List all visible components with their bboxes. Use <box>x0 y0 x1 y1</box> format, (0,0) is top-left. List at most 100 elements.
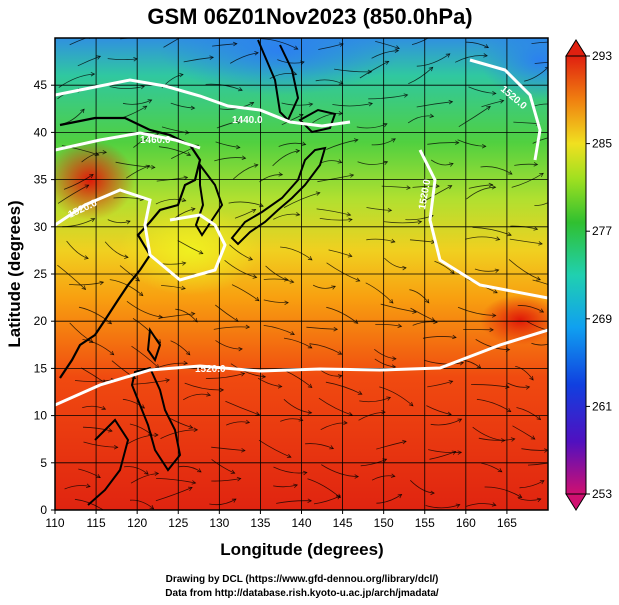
streamline <box>229 244 253 261</box>
cold-region-east <box>480 38 548 100</box>
streamline <box>258 439 292 458</box>
streamline-arrowhead <box>506 407 512 413</box>
streamline-arrowhead <box>254 296 260 302</box>
streamline-arrowhead <box>135 277 141 282</box>
streamline <box>160 429 198 439</box>
streamline <box>430 418 462 426</box>
streamline <box>78 468 101 478</box>
streamline <box>481 462 503 473</box>
streamline <box>366 207 392 211</box>
streamline-arrowhead <box>397 494 403 499</box>
y-tick-label: 30 <box>34 220 48 234</box>
streamline <box>82 405 106 410</box>
streamline-arrowhead <box>249 102 255 107</box>
streamline-arrowhead <box>536 415 542 421</box>
streamline-arrowhead <box>298 417 304 422</box>
colorbar: 293 285 277 269 261 253 <box>565 39 612 511</box>
streamline <box>366 238 395 243</box>
streamline <box>428 449 462 454</box>
contour-1440 <box>55 78 351 128</box>
streamline <box>476 398 511 412</box>
streamline-arrowhead <box>408 401 414 407</box>
x-tick-label: 140 <box>291 516 311 530</box>
streamline <box>360 458 387 467</box>
streamline-arrowhead <box>185 350 191 356</box>
streamline <box>518 497 541 501</box>
streamline-arrowhead <box>241 448 246 453</box>
streamline-arrowhead <box>397 323 403 328</box>
streamline-arrowhead <box>181 197 187 203</box>
streamline-arrowhead <box>96 55 102 60</box>
streamline <box>359 61 389 79</box>
streamline-arrowhead <box>447 185 453 190</box>
streamline-arrowhead <box>507 231 512 237</box>
streamline <box>305 443 334 449</box>
streamline <box>265 265 294 283</box>
streamline-arrowhead <box>90 218 96 223</box>
streamline <box>119 265 140 282</box>
streamline-arrowhead <box>492 91 497 96</box>
streamline <box>113 197 144 200</box>
coastline-korea <box>194 162 224 237</box>
streamline <box>409 239 435 243</box>
streamline-arrowhead <box>538 241 543 246</box>
streamline <box>211 446 245 451</box>
streamline-arrowhead <box>430 490 435 496</box>
streamline <box>170 102 195 109</box>
streamline <box>514 163 538 166</box>
streamline-arrowhead <box>144 470 149 475</box>
credit-data: Data from http://database.rish.kyoto-u.a… <box>165 588 439 599</box>
streamline-arrowhead <box>237 119 242 124</box>
streamline-arrowhead <box>486 106 491 111</box>
streamline-arrowhead <box>549 461 553 465</box>
streamline-arrowhead <box>448 99 454 105</box>
streamline-arrowhead <box>355 277 361 282</box>
streamline <box>226 421 250 426</box>
streamline <box>328 249 352 257</box>
streamline-arrowhead <box>412 309 417 314</box>
streamline-arrowhead <box>517 493 523 498</box>
streamline <box>478 437 515 441</box>
streamline-arrowhead <box>235 144 241 150</box>
streamline <box>524 66 548 82</box>
streamline-arrowhead <box>539 308 545 313</box>
streamline <box>263 325 295 335</box>
streamline-arrowhead <box>189 30 193 34</box>
streamline-arrowhead <box>433 32 437 36</box>
streamline <box>465 41 489 48</box>
streamline-arrowhead <box>188 486 193 491</box>
streamline-arrowhead <box>140 84 146 90</box>
streamline <box>273 484 298 488</box>
streamline-arrowhead <box>390 238 396 244</box>
streamline <box>229 52 259 64</box>
streamline <box>205 373 245 379</box>
streamline-arrowhead <box>554 40 558 44</box>
streamline-arrowhead <box>209 55 215 60</box>
x-axis-ticks: 110 115 120 125 130 135 140 145 150 155 160 165 <box>45 510 517 530</box>
streamline-arrowhead <box>108 428 113 433</box>
streamline <box>57 264 86 290</box>
streamline-arrowhead <box>391 138 396 143</box>
streamline <box>320 422 348 431</box>
streamline <box>80 367 106 384</box>
streamline <box>515 366 534 381</box>
streamline <box>131 345 160 369</box>
streamline <box>508 259 541 281</box>
streamline <box>316 208 351 216</box>
streamline <box>315 79 343 85</box>
streamline <box>283 337 312 349</box>
colorbar-scale <box>565 55 587 495</box>
colorbar-tick-label: 269 <box>592 312 612 326</box>
streamline-arrowhead <box>183 175 189 181</box>
streamline-arrowhead <box>336 495 341 500</box>
streamline <box>276 500 312 504</box>
streamline-arrowhead <box>295 211 301 217</box>
streamline-arrowhead <box>507 170 513 175</box>
y-axis-ticks: 0 5 10 15 20 25 30 35 40 45 <box>34 78 55 517</box>
streamline <box>212 43 237 47</box>
x-tick-label: 115 <box>87 516 106 530</box>
streamline <box>409 289 430 304</box>
streamline <box>368 94 408 100</box>
streamline-arrowhead <box>555 196 559 200</box>
streamline <box>507 382 530 388</box>
